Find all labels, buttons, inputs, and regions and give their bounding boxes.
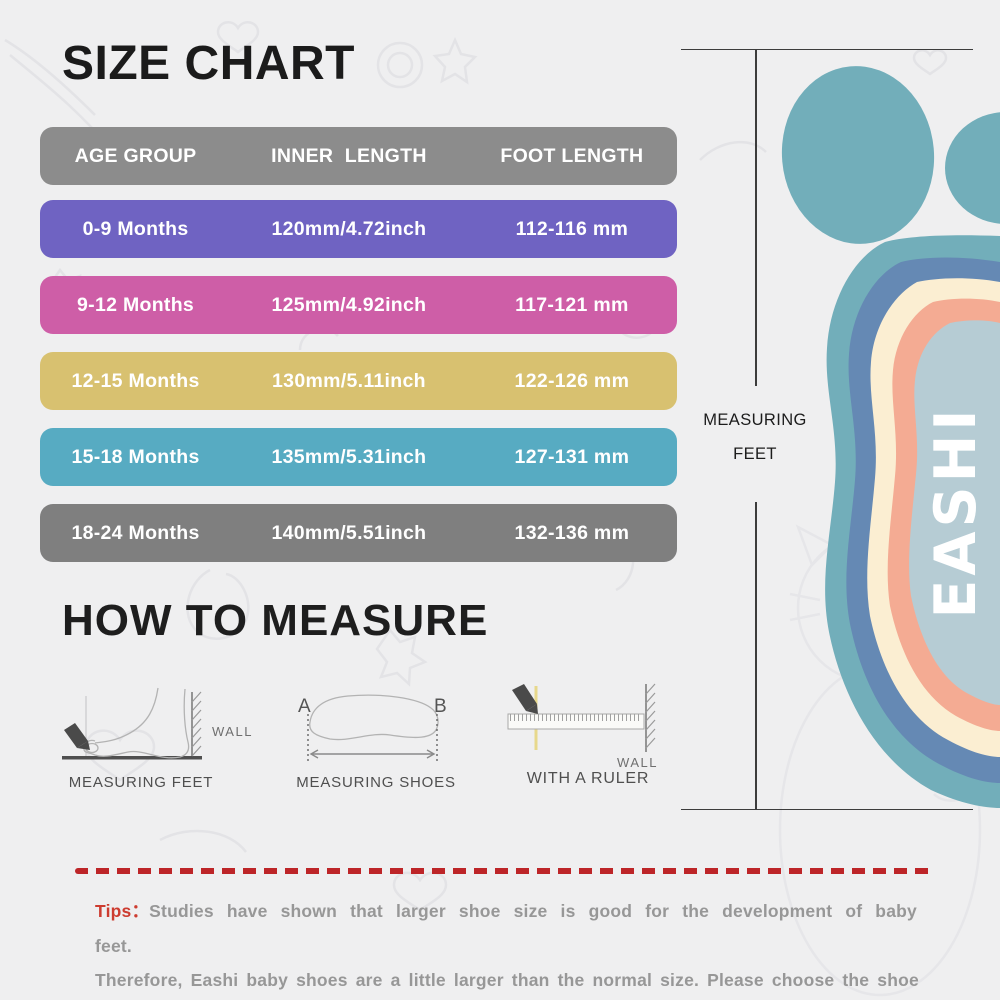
size-chart-table: AGE GROUP INNER LENGTH FOOT LENGTH 0-9 M… bbox=[40, 127, 677, 580]
shoe-outline bbox=[309, 694, 439, 741]
cell-inner-length: 135mm/5.31inch bbox=[271, 445, 427, 468]
table-row: 0-9 Months 120mm/4.72inch 112-116 mm bbox=[40, 200, 677, 258]
table-row: 18-24 Months 140mm/5.51inch 132-136 mm bbox=[40, 504, 677, 562]
pencil-icon bbox=[512, 684, 538, 714]
page-title: SIZE CHART bbox=[62, 37, 355, 90]
measuring-feet-caption: MEASURING FEET bbox=[68, 774, 214, 791]
foot-layer-center bbox=[909, 320, 1000, 705]
floor-line bbox=[62, 756, 202, 760]
point-a-label: A bbox=[298, 696, 311, 717]
red-dashed-divider bbox=[75, 868, 935, 874]
big-toe bbox=[781, 66, 935, 244]
header-inner-length: INNER LENGTH bbox=[271, 144, 427, 167]
foot-outline bbox=[83, 687, 190, 759]
wall-hatch bbox=[191, 691, 202, 757]
table-row: 15-18 Months 135mm/5.31inch 127-131 mm bbox=[40, 428, 677, 486]
how-to-measure-title: HOW TO MEASURE bbox=[62, 596, 489, 645]
vertical-dimension-line-upper bbox=[755, 49, 757, 386]
cell-age-group: 0-9 Months bbox=[82, 217, 189, 240]
cell-age-group: 15-18 Months bbox=[71, 445, 200, 468]
measuring-feet-illustration bbox=[62, 687, 202, 760]
baby-foot-graphic bbox=[781, 66, 1000, 808]
pencil-icon bbox=[64, 723, 90, 750]
measure-label-line2: FEET bbox=[733, 445, 777, 463]
brand-logo-vertical: EASHI bbox=[923, 405, 989, 619]
cell-age-group: 9-12 Months bbox=[77, 293, 195, 316]
measuring-shoes-illustration: A B bbox=[298, 694, 447, 764]
with-a-ruler-illustration bbox=[507, 683, 656, 752]
wall-hatch bbox=[645, 683, 656, 752]
header-age-group: AGE GROUP bbox=[74, 144, 197, 167]
with-a-ruler-caption: WITH A RULER bbox=[526, 770, 650, 787]
bottom-dimension-line bbox=[681, 809, 973, 811]
top-dimension-line bbox=[681, 49, 973, 51]
length-arrow bbox=[309, 749, 436, 759]
vertical-dimension-line-lower bbox=[755, 502, 757, 810]
table-row: 9-12 Months 125mm/4.92inch 117-121 mm bbox=[40, 276, 677, 334]
tips-paragraph: Tips：Studies have shown that larger shoe… bbox=[95, 894, 965, 1000]
point-b-label: B bbox=[434, 696, 447, 717]
wall-label-ruler: WALL bbox=[617, 755, 658, 770]
measuring-shoes-caption: MEASURING SHOES bbox=[296, 774, 456, 791]
header-foot-length: FOOT LENGTH bbox=[500, 144, 644, 167]
cell-age-group: 12-15 Months bbox=[71, 369, 200, 392]
second-toe bbox=[945, 112, 1000, 224]
cell-foot-length: 122-126 mm bbox=[514, 369, 630, 392]
cell-foot-length: 112-116 mm bbox=[515, 217, 629, 240]
cell-inner-length: 130mm/5.11inch bbox=[272, 369, 426, 392]
ruler bbox=[507, 713, 645, 730]
table-row: 12-15 Months 130mm/5.11inch 122-126 mm bbox=[40, 352, 677, 410]
measure-label-line1: MEASURING bbox=[703, 411, 807, 429]
cell-inner-length: 125mm/4.92inch bbox=[271, 293, 427, 316]
tips-line-2: Therefore, Eashi baby shoes are a little… bbox=[95, 970, 919, 990]
measuring-feet-dimension-label: MEASURING FEET bbox=[693, 403, 817, 471]
tips-label: Tips： bbox=[95, 901, 150, 921]
cell-foot-length: 127-131 mm bbox=[514, 445, 630, 468]
wall-label-feet: WALL bbox=[212, 724, 253, 739]
tips-line-1: Tips：Studies have shown that larger shoe… bbox=[95, 901, 917, 956]
cell-inner-length: 120mm/4.72inch bbox=[271, 217, 427, 240]
cell-inner-length: 140mm/5.51inch bbox=[271, 521, 427, 544]
cell-foot-length: 132-136 mm bbox=[514, 521, 630, 544]
table-header-row: AGE GROUP INNER LENGTH FOOT LENGTH bbox=[40, 127, 677, 185]
cell-foot-length: 117-121 mm bbox=[515, 293, 629, 316]
cell-age-group: 18-24 Months bbox=[71, 521, 200, 544]
